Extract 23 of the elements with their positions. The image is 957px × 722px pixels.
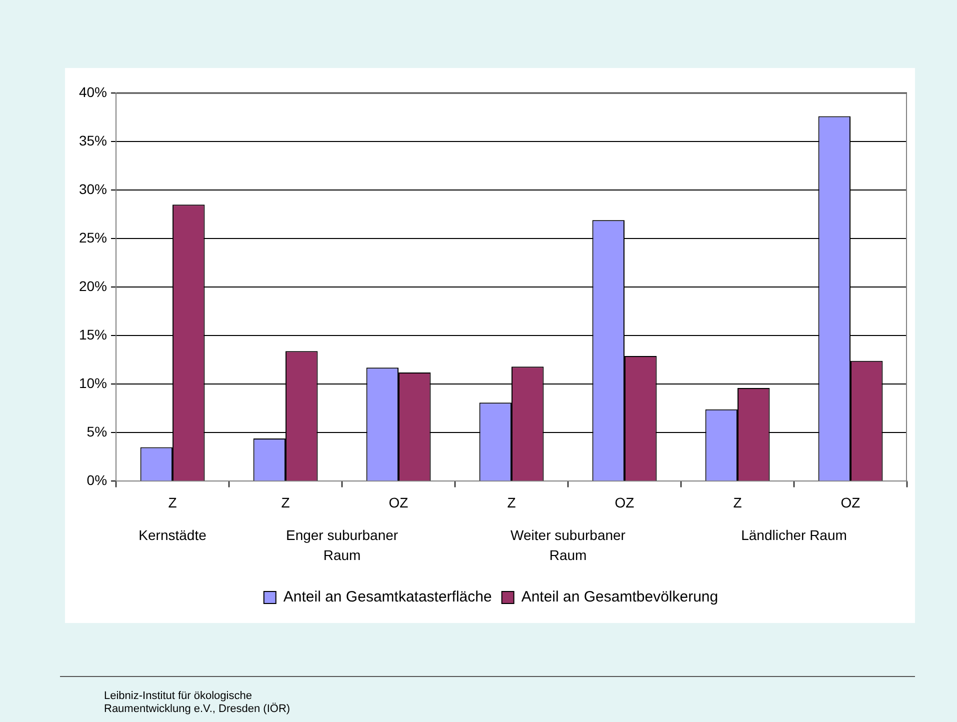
x-tick-label: OZ — [840, 494, 861, 510]
x-tick-label: Z — [733, 494, 742, 510]
text: Enger suburbaner Raum — [286, 527, 398, 564]
x-tick-label: Z — [168, 494, 178, 510]
text: Ländlicher Raum — [741, 527, 847, 544]
x-tick-label: OZ — [388, 494, 409, 510]
y-tick-label: 15% — [78, 326, 108, 342]
legend-label: Anteil an Gesamtbevölkerung — [521, 588, 718, 606]
y-tick-label: 25% — [78, 229, 108, 246]
y-tick-label: 10% — [78, 375, 108, 392]
y-tick-label: 20% — [78, 278, 108, 294]
y-tick-label: 35% — [78, 132, 108, 148]
text: Weiter suburbaner Raum — [510, 527, 626, 564]
y-tick-label: 5% — [86, 424, 108, 440]
x-tick-label: Z — [507, 494, 516, 510]
x-tick-label: Z — [281, 494, 290, 510]
text: Kernstädte — [138, 527, 207, 544]
y-tick-label: 30% — [78, 180, 108, 197]
y-tick-label: 0% — [86, 472, 108, 488]
legend-label: Anteil an Gesamtkatasterfläche — [283, 588, 492, 606]
x-tick-label: OZ — [614, 494, 635, 510]
text: Leibniz-Institut für ökologische Raumentwicklung e.V., Dresden (IÖR) — [104, 690, 292, 716]
y-tick-label: 40% — [78, 84, 108, 100]
